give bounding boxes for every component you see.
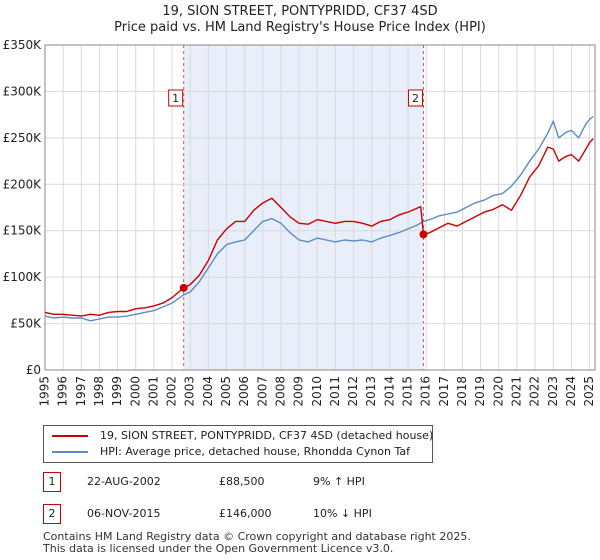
footer-line-copyright: Contains HM Land Registry data © Crown c…: [43, 530, 471, 543]
x-tick-label: 2011: [328, 376, 342, 407]
x-tick-label: 2025: [582, 376, 596, 407]
x-tick-label: 2023: [546, 376, 560, 407]
x-tick-label: 1996: [56, 376, 70, 407]
x-tick-label: 2001: [146, 376, 160, 407]
x-tick-label: 2012: [346, 376, 360, 407]
sale-row: 2 06-NOV-2015 £146,000 10% ↓ HPI: [43, 504, 583, 526]
series-line-property: [44, 138, 594, 317]
sale-marker-label: 2: [412, 92, 419, 105]
x-tick-label: 2020: [491, 376, 505, 407]
y-tick-label: £250K: [3, 131, 43, 145]
plot-frame: [44, 44, 596, 371]
x-tick-label: 2010: [310, 376, 324, 407]
x-tick-label: 2004: [201, 376, 215, 407]
chart-title-block: 19, SION STREET, PONTYPRIDD, CF37 4SD Pr…: [0, 4, 600, 36]
chart-subtitle: Price paid vs. HM Land Registry's House …: [114, 20, 486, 35]
y-tick-label: £200K: [3, 177, 43, 191]
x-tick-label: 2021: [509, 376, 523, 407]
y-tick-label: £0: [26, 363, 41, 377]
footer-attribution: Contains HM Land Registry data © Crown c…: [43, 531, 471, 555]
x-tick-label: 2006: [237, 376, 251, 407]
legend-label-hpi: HPI: Average price, detached house, Rhon…: [100, 445, 411, 458]
x-tick-label: 2017: [437, 376, 451, 407]
x-tick-label: 1995: [38, 376, 52, 407]
y-tick-label: £350K: [3, 38, 43, 52]
sale-point: [179, 283, 188, 292]
x-tick-label: 2008: [273, 376, 287, 407]
sale-hpi-change: 9% ↑ HPI: [313, 475, 365, 488]
x-tick-label: 2024: [564, 376, 578, 407]
x-tick-label: 2003: [183, 376, 197, 407]
sale-price: £88,500: [219, 475, 265, 488]
sale-marker-box: [407, 89, 423, 107]
x-tick-label: 2002: [165, 376, 179, 407]
legend-label-property: 19, SION STREET, PONTYPRIDD, CF37 4SD (d…: [100, 429, 434, 442]
sale-marker-badge: 2: [43, 504, 61, 524]
x-tick-label: 2000: [128, 376, 142, 407]
sale-hpi-change: 10% ↓ HPI: [313, 507, 372, 520]
highlight-period: [183, 45, 424, 370]
footer-line-licence: This data is licensed under the Open Gov…: [43, 542, 394, 555]
x-tick-label: 2016: [419, 376, 433, 407]
sale-date: 22-AUG-2002: [87, 475, 161, 488]
legend-swatch-hpi: [52, 451, 88, 453]
sale-price: £146,000: [219, 507, 272, 520]
chart-title: 19, SION STREET, PONTYPRIDD, CF37 4SD: [162, 4, 438, 19]
x-tick-label: 2018: [455, 376, 469, 407]
x-tick-label: 1997: [74, 376, 88, 407]
sale-date: 06-NOV-2015: [87, 507, 161, 520]
series-line-hpi: [44, 115, 594, 322]
x-tick-label: 2013: [364, 376, 378, 407]
legend: 19, SION STREET, PONTYPRIDD, CF37 4SD (d…: [43, 425, 433, 463]
y-tick-label: £150K: [3, 224, 43, 238]
x-tick-label: 2005: [219, 376, 233, 407]
sale-point: [419, 230, 428, 239]
y-tick-label: £300K: [3, 84, 43, 98]
x-tick-label: 2009: [292, 376, 306, 407]
price-chart: £0 £50K £100K £150K £200K £250K £300K £350K 1995…: [3, 38, 596, 407]
sale-marker-badge: 1: [43, 472, 61, 492]
x-tick-label: 2007: [255, 376, 269, 407]
x-tick-label: 1998: [92, 376, 106, 407]
x-tick-label: 2019: [473, 376, 487, 407]
y-tick-label: £50K: [10, 317, 42, 331]
x-tick-label: 2015: [401, 376, 415, 407]
x-tick-label: 2022: [528, 376, 542, 407]
x-tick-label: 1999: [110, 376, 124, 407]
x-tick-label: 2014: [382, 376, 396, 407]
sale-marker-label: 1: [172, 92, 179, 105]
sale-row: 1 22-AUG-2002 £88,500 9% ↑ HPI: [43, 472, 583, 494]
sale-marker-box: [168, 89, 184, 107]
y-tick-label: £100K: [3, 270, 43, 284]
legend-swatch-property: [52, 435, 88, 437]
